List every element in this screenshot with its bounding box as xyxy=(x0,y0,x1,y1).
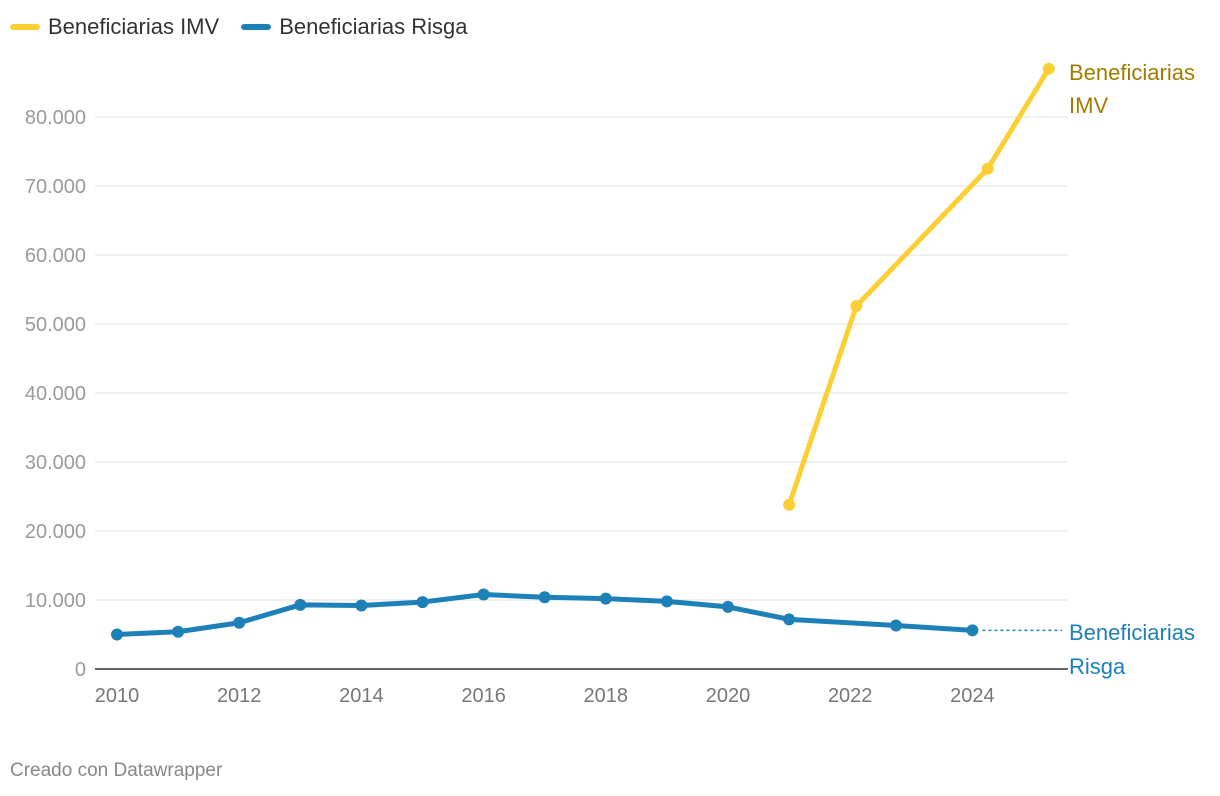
end-label-risga: Beneficiarias xyxy=(1069,620,1195,645)
data-point-risga xyxy=(599,592,612,605)
data-point-risga xyxy=(538,591,551,604)
y-tick-label: 30.000 xyxy=(25,452,86,474)
line-imv xyxy=(786,66,1052,508)
data-point-risga xyxy=(111,628,123,641)
legend-item-risga: Beneficiarias Risga xyxy=(241,14,468,40)
x-tick-label: 2014 xyxy=(339,685,384,707)
x-axis-ticks: 2010 2012 2014 2016 2018 2020 2022 2024 xyxy=(95,685,995,707)
y-tick-label: 50.000 xyxy=(25,314,86,336)
x-tick-label: 2012 xyxy=(217,685,262,707)
x-tick-label: 2024 xyxy=(950,685,995,707)
y-tick-label: 40.000 xyxy=(25,383,86,405)
y-tick-label: 20.000 xyxy=(25,521,86,543)
data-point-risga xyxy=(890,619,903,632)
grid-lines xyxy=(95,116,1068,670)
end-label-imv: Beneficiarias xyxy=(1069,60,1195,85)
legend-label-imv: Beneficiarias IMV xyxy=(48,14,220,39)
series-risga xyxy=(111,588,979,641)
data-point-risga xyxy=(355,599,368,612)
data-point-risga xyxy=(783,613,796,626)
legend-swatch-risga xyxy=(241,24,272,30)
x-tick-label: 2020 xyxy=(706,685,751,707)
data-point-risga xyxy=(294,598,307,611)
legend-label-risga: Beneficiarias Risga xyxy=(279,14,468,39)
end-label-imv: IMV xyxy=(1069,93,1108,118)
data-point-imv xyxy=(850,300,863,313)
x-tick-label: 2010 xyxy=(95,685,140,707)
end-labels: Beneficiarias IMV Beneficiarias Risga xyxy=(982,60,1195,679)
data-point-risga xyxy=(477,588,490,601)
y-tick-label: 60.000 xyxy=(25,245,86,267)
chart-legend: Beneficiarias IMV Beneficiarias Risga xyxy=(10,14,468,40)
data-point-imv xyxy=(783,498,796,511)
series-layer xyxy=(111,62,1055,641)
y-axis-ticks: 0 10.000 20.000 30.000 40.000 50.000 60.000 70.… xyxy=(25,107,86,681)
legend-swatch-imv xyxy=(10,24,40,30)
data-point-risga xyxy=(966,624,979,637)
y-tick-label: 70.000 xyxy=(25,176,86,198)
x-tick-label: 2016 xyxy=(461,685,506,707)
data-point-imv xyxy=(1042,62,1055,75)
data-point-risga xyxy=(233,616,246,629)
x-tick-label: 2018 xyxy=(584,685,629,707)
series-imv xyxy=(783,62,1055,511)
data-point-risga xyxy=(172,625,185,638)
x-tick-label: 2022 xyxy=(828,685,873,707)
data-point-risga xyxy=(722,600,734,613)
y-tick-label: 0 xyxy=(75,659,86,681)
line-risga xyxy=(114,591,975,637)
data-point-imv xyxy=(981,162,994,175)
y-tick-label: 80.000 xyxy=(25,107,86,129)
end-label-risga: Risga xyxy=(1069,654,1126,679)
data-point-risga xyxy=(660,595,673,608)
footer-credit: Creado con Datawrapper xyxy=(10,760,223,781)
data-point-risga xyxy=(416,596,429,609)
legend-item-imv: Beneficiarias IMV xyxy=(10,14,219,40)
y-tick-label: 10.000 xyxy=(25,590,86,612)
